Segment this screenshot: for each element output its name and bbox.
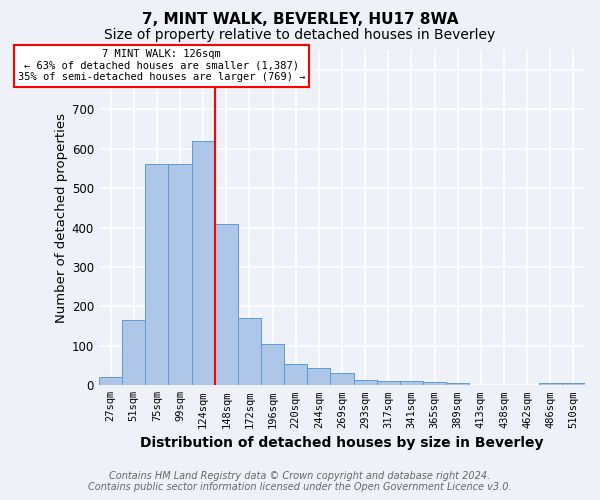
Bar [423, 382, 446, 386]
Bar [446, 383, 469, 386]
Bar [331, 372, 353, 386]
Bar [169, 164, 191, 386]
Bar [99, 378, 122, 386]
Bar [400, 382, 423, 386]
X-axis label: Distribution of detached houses by size in Beverley: Distribution of detached houses by size … [140, 436, 544, 450]
Bar [215, 224, 238, 386]
Bar [122, 320, 145, 386]
Text: 7, MINT WALK, BEVERLEY, HU17 8WA: 7, MINT WALK, BEVERLEY, HU17 8WA [142, 12, 458, 28]
Bar [261, 344, 284, 386]
Y-axis label: Number of detached properties: Number of detached properties [55, 112, 68, 322]
Text: Contains HM Land Registry data © Crown copyright and database right 2024.
Contai: Contains HM Land Registry data © Crown c… [88, 471, 512, 492]
Bar [238, 318, 261, 386]
Bar [145, 164, 169, 386]
Bar [562, 383, 585, 386]
Bar [539, 382, 562, 386]
Bar [377, 382, 400, 386]
Bar [353, 380, 377, 386]
Text: 7 MINT WALK: 126sqm
← 63% of detached houses are smaller (1,387)
35% of semi-det: 7 MINT WALK: 126sqm ← 63% of detached ho… [18, 49, 305, 82]
Bar [307, 368, 331, 386]
Bar [284, 364, 307, 386]
Text: Size of property relative to detached houses in Beverley: Size of property relative to detached ho… [104, 28, 496, 42]
Bar [191, 140, 215, 386]
